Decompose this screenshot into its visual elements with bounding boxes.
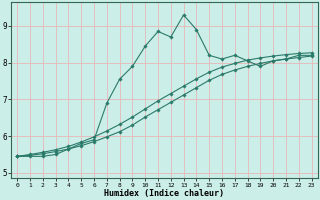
X-axis label: Humidex (Indice chaleur): Humidex (Indice chaleur) bbox=[104, 189, 224, 198]
